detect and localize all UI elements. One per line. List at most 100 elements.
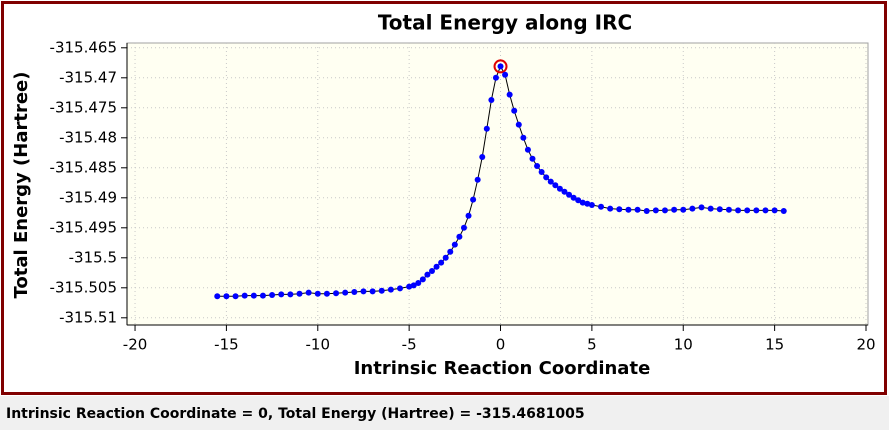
data-point (598, 203, 605, 210)
plot-area (126, 42, 869, 326)
data-point (460, 224, 467, 231)
data-point (447, 248, 454, 255)
y-tick-label: -315.505 (50, 278, 117, 296)
data-point (538, 169, 545, 175)
data-point (333, 290, 340, 297)
data-point (456, 233, 463, 240)
data-point (771, 207, 778, 214)
data-point (780, 208, 787, 214)
data-point (671, 206, 678, 213)
data-point (492, 74, 499, 81)
data-point (547, 178, 554, 185)
y-tick-label: -315.5 (69, 248, 117, 266)
data-point (465, 212, 472, 219)
data-point (566, 191, 573, 198)
x-tick-label: 10 (674, 336, 693, 354)
data-point (424, 271, 431, 278)
data-point (725, 206, 732, 213)
data-point (524, 146, 531, 153)
data-point (497, 63, 504, 70)
data-point (575, 197, 582, 204)
data-point (269, 292, 276, 298)
data-point (296, 290, 303, 297)
x-axis-label: Intrinsic Reaction Coordinate (354, 358, 651, 379)
data-point (607, 205, 614, 212)
data-point (716, 206, 723, 213)
data-point (360, 288, 367, 295)
status-text: Intrinsic Reaction Coordinate = 0, Total… (6, 406, 585, 422)
data-point (520, 134, 527, 141)
y-tick-label: -315.47 (59, 68, 117, 86)
data-point (584, 200, 591, 207)
data-point (511, 107, 518, 114)
data-point (689, 205, 696, 212)
data-point (314, 290, 321, 297)
data-point (433, 263, 440, 270)
data-point (259, 292, 266, 299)
data-point (588, 202, 595, 208)
x-tick-label: 15 (765, 336, 784, 354)
data-point (323, 290, 330, 297)
data-point (342, 289, 349, 296)
y-tick-label: -315.51 (59, 308, 117, 326)
x-tick-label: 5 (587, 336, 597, 354)
data-point (305, 289, 312, 296)
y-tick-label: -315.49 (59, 188, 117, 206)
data-point (278, 291, 285, 298)
data-point (652, 207, 659, 214)
selected-point (493, 59, 508, 74)
data-point (387, 286, 394, 293)
data-point (451, 241, 458, 248)
data-point (351, 289, 358, 295)
data-point (661, 207, 668, 214)
data-point (529, 155, 536, 162)
x-tick-label: 0 (496, 336, 506, 354)
y-tick-label: -315.48 (59, 128, 117, 146)
x-tick-label: -5 (402, 336, 417, 354)
data-point (397, 285, 404, 292)
data-point (223, 293, 230, 300)
data-point (406, 283, 413, 290)
data-point (369, 288, 376, 295)
data-point (287, 291, 294, 298)
data-point (762, 207, 769, 214)
data-point (534, 163, 541, 169)
data-point (428, 268, 435, 274)
data-point (643, 208, 650, 214)
data-point (474, 176, 481, 183)
data-point (561, 188, 568, 195)
data-point (744, 207, 751, 214)
data-point (552, 182, 559, 189)
data-point (698, 204, 705, 211)
data-point (735, 207, 742, 214)
y-tick-label: -315.485 (50, 158, 117, 176)
y-tick-label: -315.475 (50, 98, 117, 116)
data-point (634, 206, 641, 213)
data-point (570, 194, 577, 201)
y-tick-label: -315.465 (50, 38, 117, 56)
x-tick-label: -10 (306, 336, 331, 354)
data-point (419, 276, 426, 283)
data-point (753, 207, 760, 214)
data-point (506, 91, 513, 98)
data-point (543, 174, 550, 181)
status-bar (0, 397, 889, 430)
data-point (707, 205, 714, 212)
data-point (214, 293, 221, 300)
data-point (515, 121, 522, 128)
data-point (479, 154, 486, 160)
data-point (579, 199, 586, 206)
x-tick-label: -20 (123, 336, 148, 354)
data-point (556, 185, 563, 192)
data-point (415, 280, 422, 286)
data-point (502, 71, 509, 78)
x-tick-label: 20 (856, 336, 875, 354)
data-point (625, 206, 632, 213)
data-point (470, 196, 477, 203)
y-axis-label: Total Energy (Hartree) (11, 72, 32, 299)
x-tick-label: -15 (214, 336, 239, 354)
data-point (232, 293, 239, 300)
data-point (680, 206, 687, 213)
y-tick-label: -315.495 (50, 218, 117, 236)
